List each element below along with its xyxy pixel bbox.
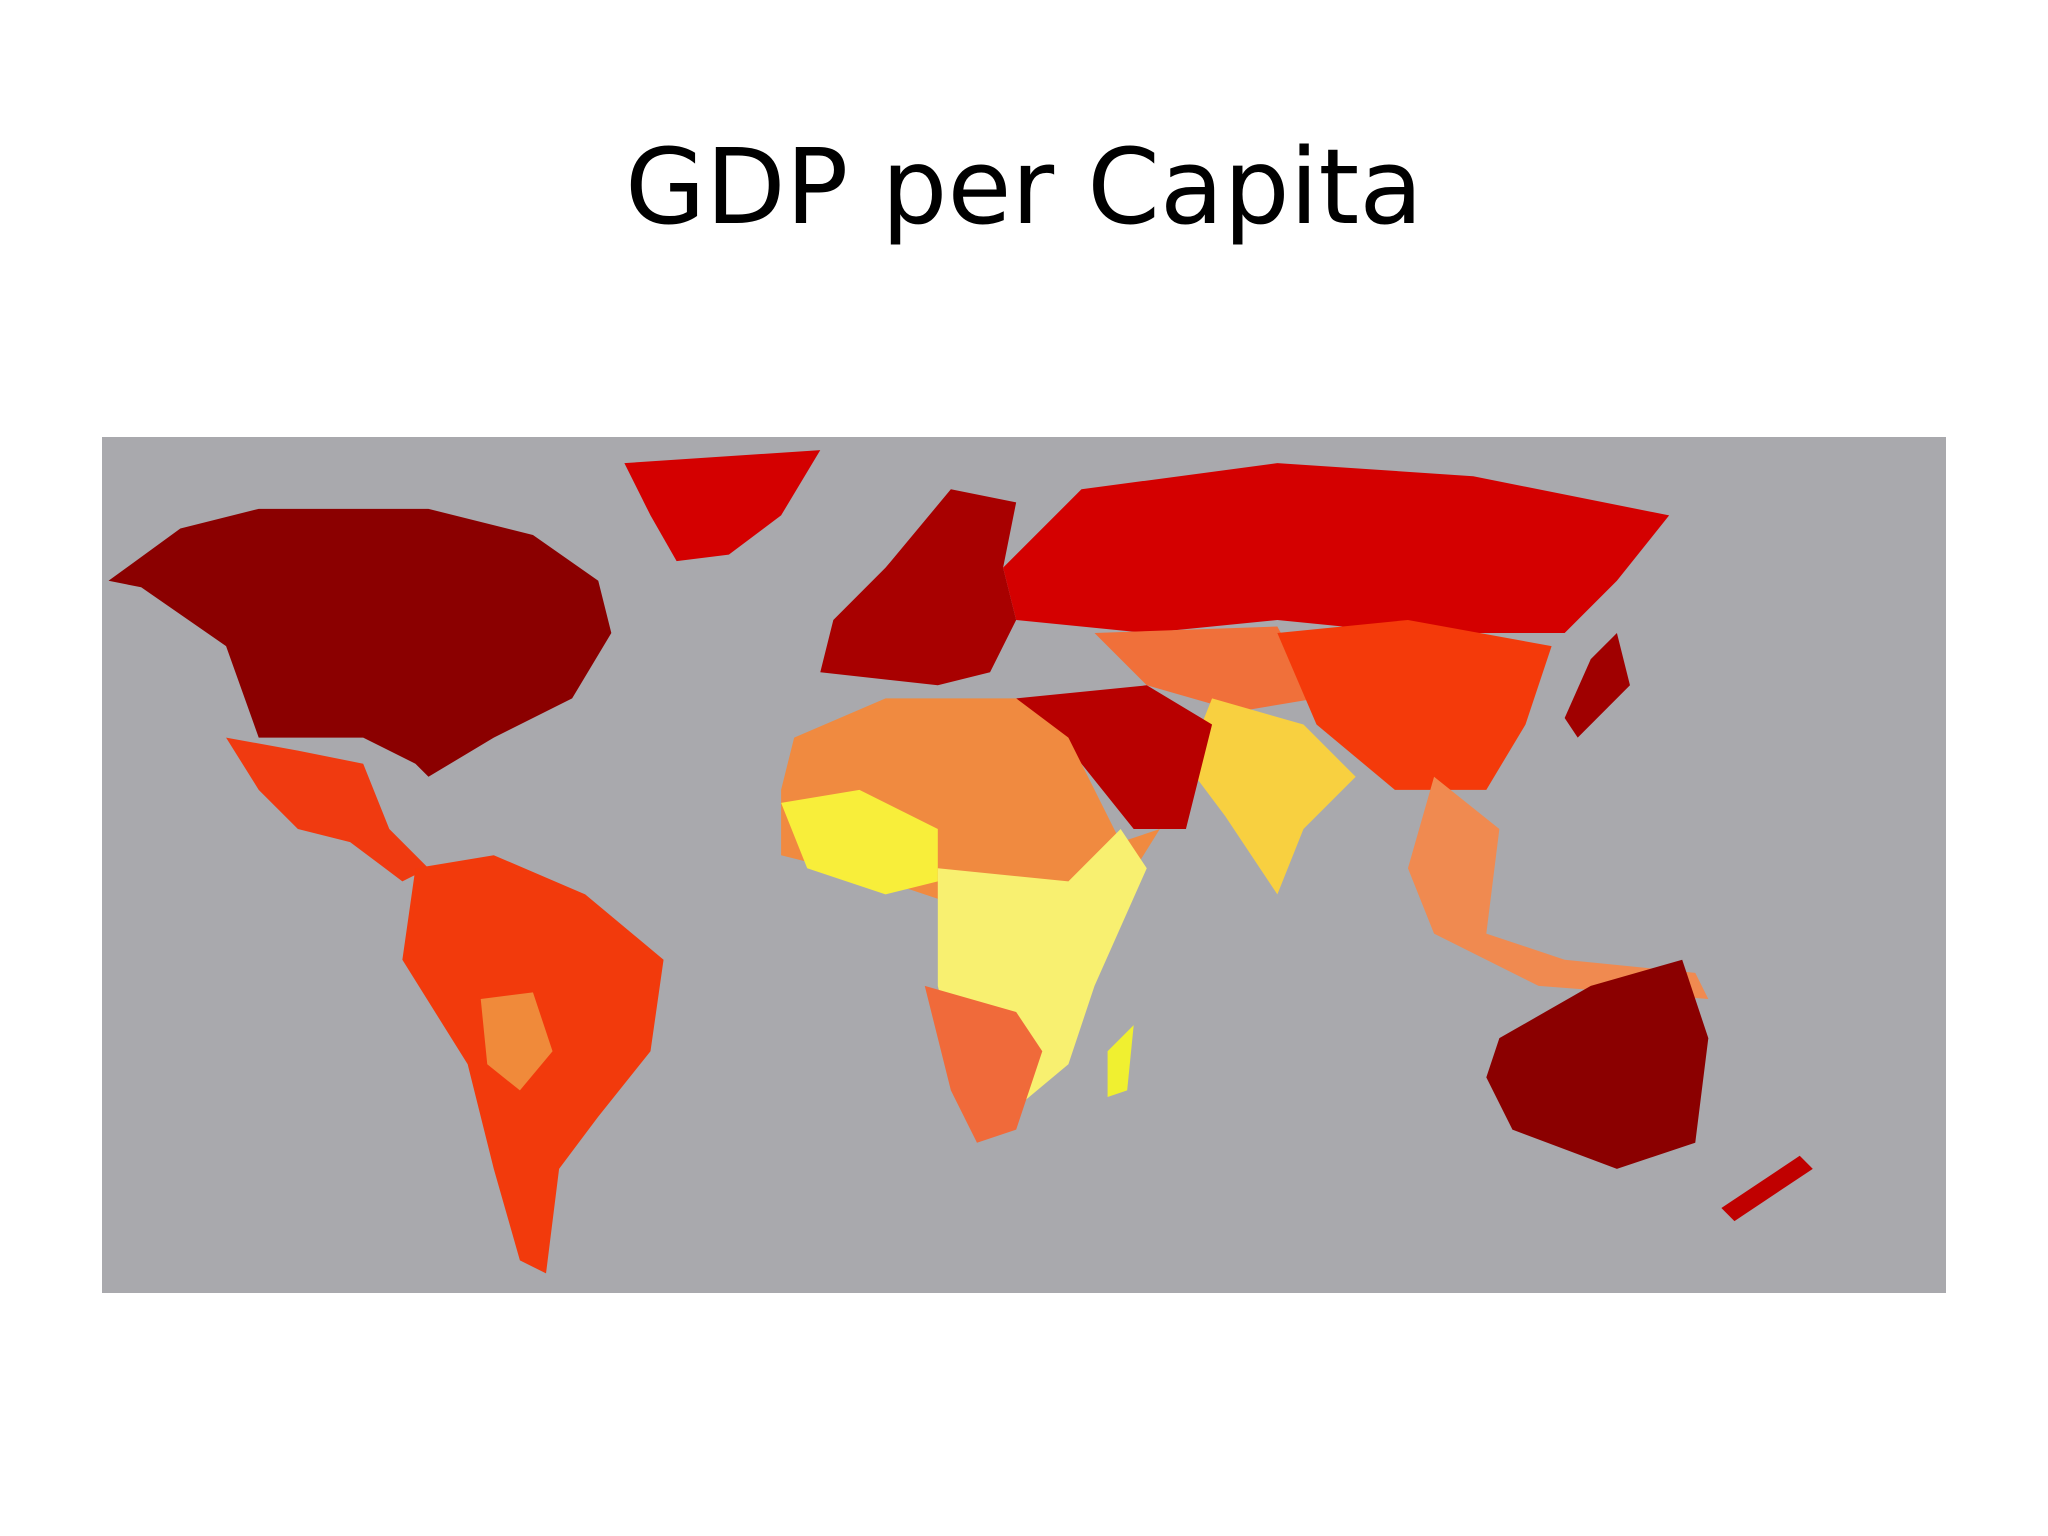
new-zealand	[1721, 1155, 1813, 1222]
world-map	[102, 437, 1946, 1293]
europe	[820, 489, 1017, 686]
india	[1185, 698, 1356, 895]
bolivia	[480, 992, 553, 1091]
central-america	[226, 737, 429, 882]
north-america	[108, 508, 612, 777]
greenland	[624, 450, 821, 562]
australia	[1486, 959, 1709, 1169]
southern-africa	[924, 985, 1043, 1143]
madagascar	[1107, 1025, 1134, 1097]
russia	[1003, 463, 1670, 634]
southeast-asia	[1407, 776, 1709, 999]
slide-title: GDP per Capita	[624, 126, 1424, 248]
japan	[1564, 633, 1630, 738]
west-africa	[781, 789, 938, 895]
central-asia	[1094, 626, 1317, 712]
china	[1277, 619, 1552, 790]
middle-east	[1016, 685, 1213, 830]
